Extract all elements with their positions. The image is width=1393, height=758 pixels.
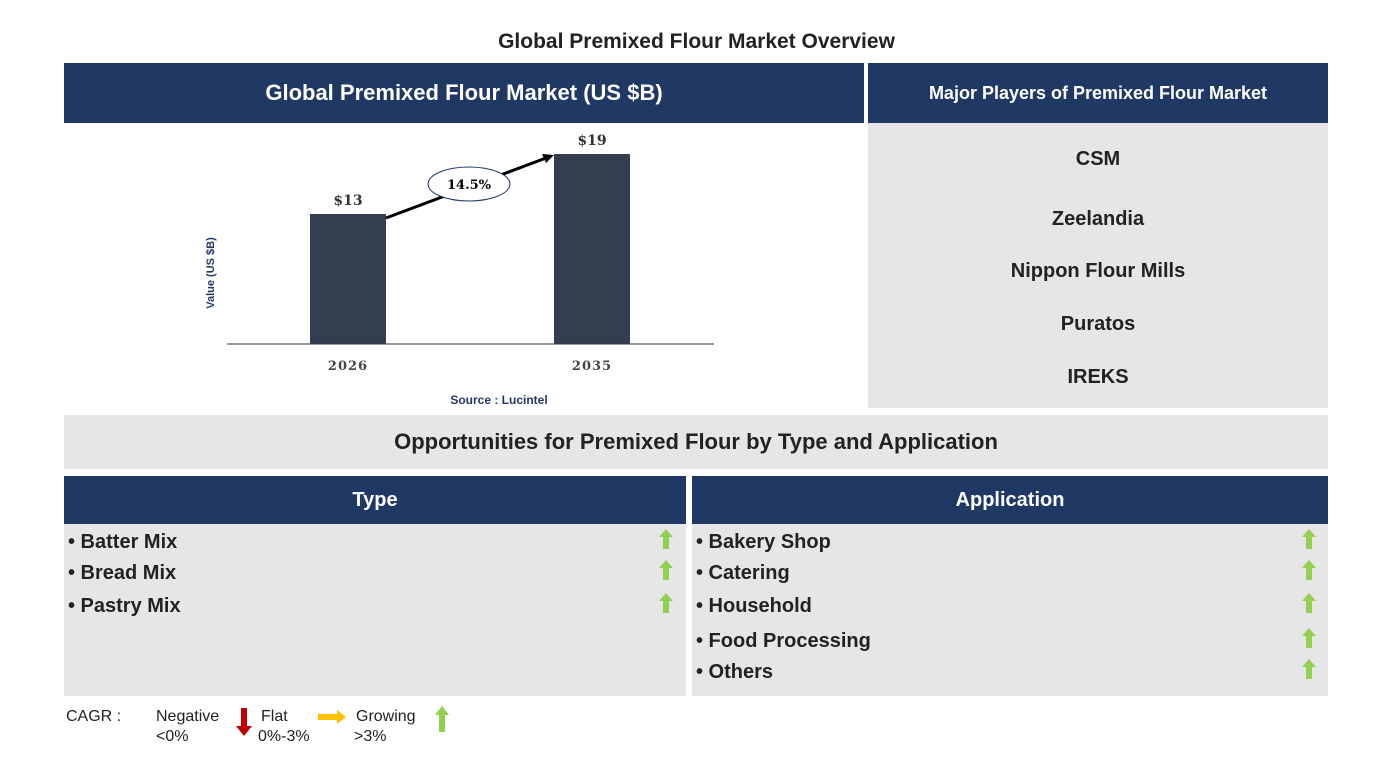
type-header: Type (64, 476, 686, 524)
down-arrow-icon (236, 708, 252, 736)
source-label: Source : Lucintel (450, 393, 547, 407)
legend-negative-range: <0% (156, 728, 189, 745)
player-item: CSM (1075, 148, 1121, 170)
players-panel-title: Major Players of Premixed Flour Market (868, 63, 1328, 123)
list-item: • Others (696, 661, 774, 683)
up-arrow-icon (659, 560, 673, 580)
list-item: • Pastry Mix (68, 595, 181, 617)
legend-growing-range: >3% (354, 728, 387, 745)
data-label: $13 (333, 193, 362, 209)
player-item: Zeelandia (1051, 208, 1145, 230)
legend-negative: Negative (156, 708, 220, 725)
arrow-head (542, 154, 554, 163)
player-item: Nippon Flour Mills (1010, 260, 1186, 282)
market-panel-title: Global Premixed Flour Market (US $B) (64, 63, 864, 123)
legend-label: CAGR : (66, 708, 122, 725)
up-arrow-icon (1302, 529, 1316, 549)
player-item: IREKS (1067, 366, 1129, 388)
legend-flat-range: 0%-3% (258, 728, 310, 745)
up-arrow-icon (659, 593, 673, 613)
up-arrow-icon (1302, 659, 1316, 679)
opportunities-title: Opportunities for Premixed Flour by Type… (64, 415, 1328, 469)
cagr-label: 14.5% (447, 178, 492, 193)
up-arrow-icon (1302, 560, 1316, 580)
x-tick-label: 2026 (328, 359, 368, 374)
type-list: • Batter Mix • Bread Mix • Pastry Mix (64, 524, 686, 696)
list-item: • Bread Mix (68, 562, 177, 584)
up-arrow-icon (435, 706, 449, 732)
list-item: • Bakery Shop (696, 531, 831, 553)
bar-2026 (310, 214, 386, 344)
application-header: Application (692, 476, 1328, 524)
list-item: • Batter Mix (68, 531, 178, 553)
page-title: Global Premixed Flour Market Overview (498, 30, 895, 53)
list-item: • Household (696, 595, 812, 617)
up-arrow-icon (659, 529, 673, 549)
market-chart: Value (US $B) $13 2026 $19 2035 14.5% Source… (205, 133, 714, 407)
list-item: • Catering (696, 562, 790, 584)
up-arrow-icon (1302, 593, 1316, 613)
list-item: • Food Processing (696, 630, 871, 652)
x-tick-label: 2035 (572, 359, 612, 374)
application-list: • Bakery Shop • Catering • Household • Food… (692, 524, 1328, 696)
player-item: Puratos (1060, 313, 1136, 335)
flat-arrow-icon (318, 710, 346, 724)
y-axis-label: Value (US $B) (205, 237, 217, 309)
data-label: $19 (577, 133, 606, 149)
up-arrow-icon (1302, 628, 1316, 648)
legend-flat: Flat (261, 708, 288, 725)
cagr-bubble (427, 166, 511, 202)
legend-growing: Growing (356, 708, 416, 725)
bar-2035 (554, 154, 630, 344)
players-list: CSM Zeelandia Nippon Flour Mills Puratos… (868, 123, 1328, 408)
